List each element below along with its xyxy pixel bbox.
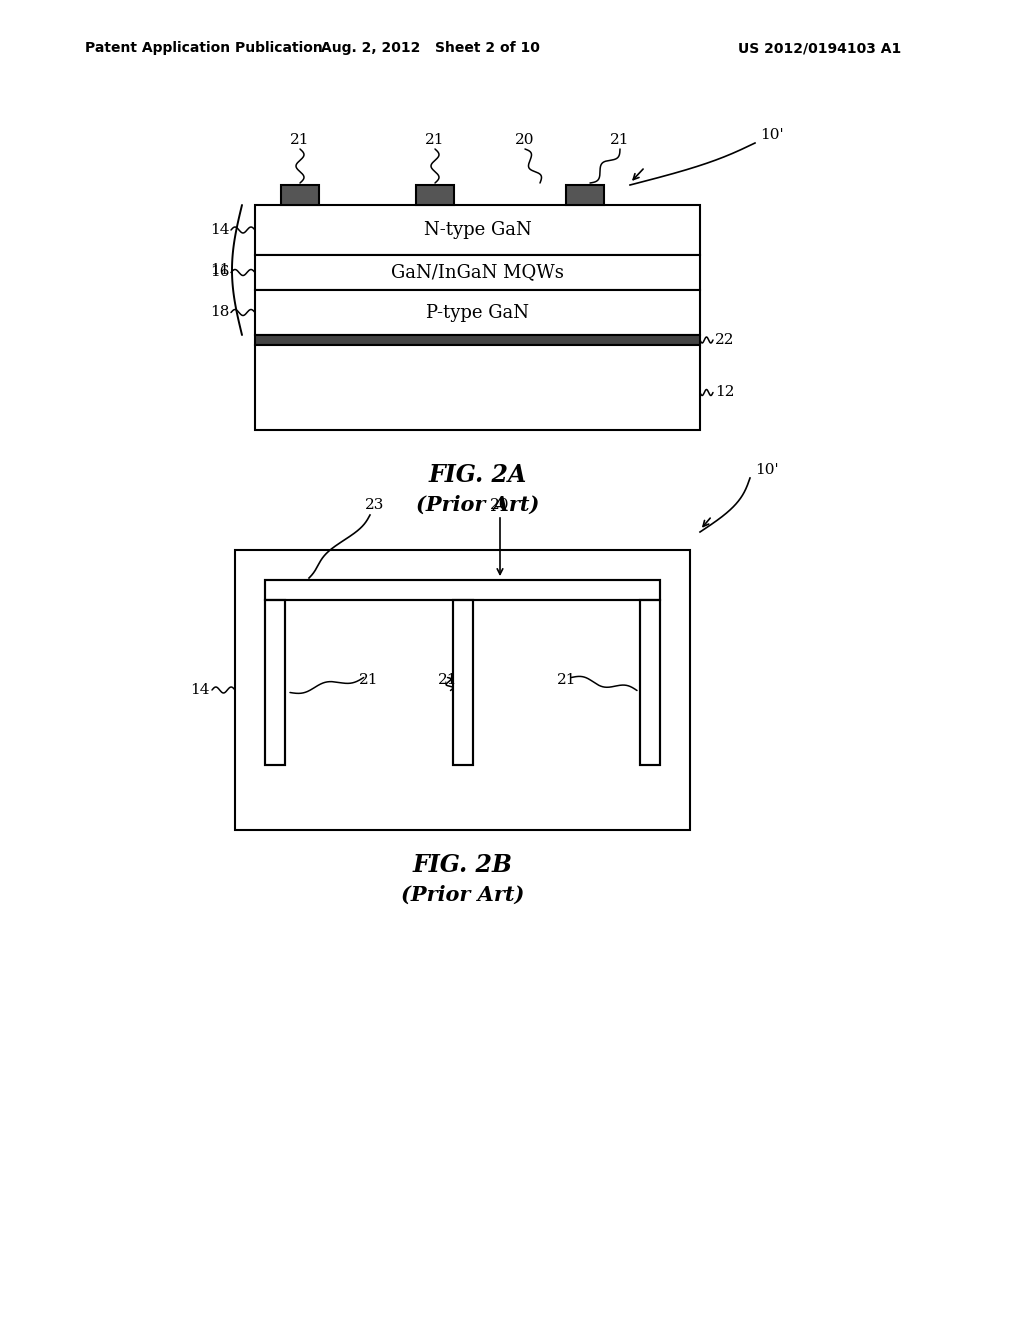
Text: N-type GaN: N-type GaN (424, 220, 531, 239)
Text: 12: 12 (715, 385, 734, 400)
Bar (640, 601, 660, 766)
Bar (255, 205, 700, 255)
Bar (265, 579, 660, 601)
Text: 16: 16 (210, 265, 229, 280)
Text: 22: 22 (715, 333, 734, 347)
Bar (281, 185, 319, 205)
Text: Aug. 2, 2012   Sheet 2 of 10: Aug. 2, 2012 Sheet 2 of 10 (321, 41, 540, 55)
Bar (255, 290, 700, 335)
Bar (234, 550, 690, 830)
Text: P-type GaN: P-type GaN (426, 304, 529, 322)
Bar (255, 345, 700, 430)
Text: 11: 11 (210, 263, 229, 277)
Bar (265, 579, 660, 601)
Bar (453, 601, 472, 766)
Text: 14: 14 (190, 682, 210, 697)
Text: FIG. 2B: FIG. 2B (413, 853, 512, 876)
Text: 21: 21 (556, 672, 575, 686)
Text: 10': 10' (760, 128, 783, 143)
Text: US 2012/0194103 A1: US 2012/0194103 A1 (738, 41, 901, 55)
Text: 10': 10' (755, 463, 778, 477)
Text: (Prior Art): (Prior Art) (400, 884, 524, 906)
Text: 21: 21 (359, 672, 379, 686)
Text: 20: 20 (515, 133, 535, 147)
Text: (Prior Art): (Prior Art) (416, 495, 540, 515)
Bar (566, 185, 604, 205)
Bar (255, 255, 700, 290)
Text: Patent Application Publication: Patent Application Publication (85, 41, 323, 55)
Text: FIG. 2A: FIG. 2A (428, 463, 526, 487)
Bar (265, 601, 285, 766)
Text: 23: 23 (366, 498, 385, 512)
Bar (265, 601, 285, 766)
Bar (416, 185, 454, 205)
Bar (453, 601, 472, 766)
Text: GaN/InGaN MQWs: GaN/InGaN MQWs (391, 264, 564, 281)
Text: 21: 21 (425, 133, 444, 147)
Text: 21: 21 (437, 672, 458, 686)
Text: 21: 21 (290, 133, 309, 147)
Text: 21: 21 (610, 133, 630, 147)
Bar (255, 335, 700, 345)
Text: 20: 20 (490, 498, 510, 512)
Text: 18: 18 (210, 305, 229, 319)
Text: 14: 14 (210, 223, 229, 238)
Bar (640, 601, 660, 766)
